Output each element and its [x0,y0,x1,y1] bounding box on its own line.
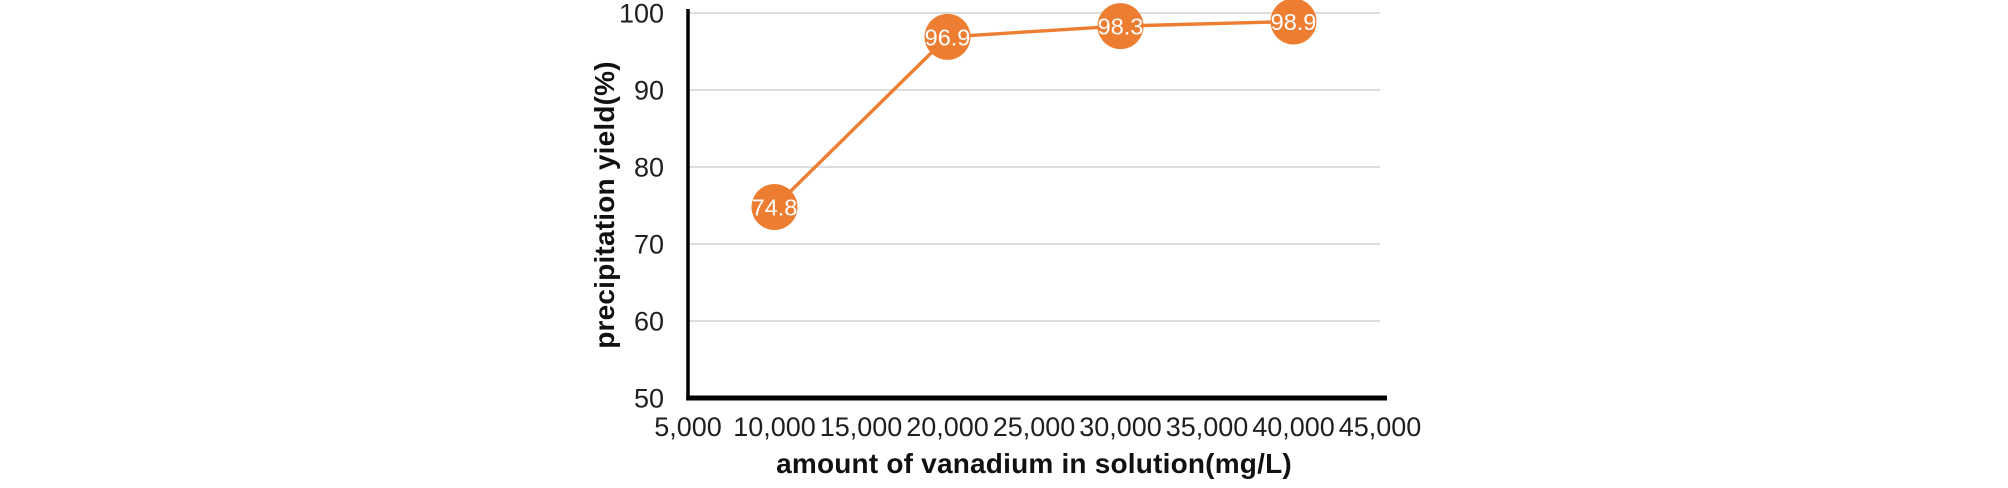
data-point-marker [751,184,798,231]
x-tick-label: 40,000 [1252,412,1335,442]
x-tick-label: 10,000 [733,412,816,442]
x-tick-label: 30,000 [1079,412,1162,442]
x-tick-label: 20,000 [906,412,989,442]
data-point-label: 98.3 [1098,14,1144,40]
y-tick-label: 100 [619,0,664,29]
y-tick-label: 50 [634,384,664,414]
data-point-marker [1097,3,1144,50]
data-point-label: 74.8 [752,195,798,221]
y-tick-label: 80 [634,153,664,183]
y-axis-title: precipitation yield(%) [589,61,620,349]
y-tick-label: 70 [634,230,664,260]
x-tick-label: 35,000 [1166,412,1249,442]
series-line [773,19,1294,209]
y-tick-label: 60 [634,307,664,337]
x-tick-label: 5,000 [654,412,722,442]
y-tick-label: 90 [634,76,664,106]
x-tick-label: 25,000 [993,412,1076,442]
data-point-label: 98.9 [1271,9,1317,35]
x-axis-title: amount of vanadium in solution(mg/L) [776,448,1292,479]
x-tick-label: 15,000 [820,412,903,442]
data-point-marker [924,13,971,60]
data-point-marker [1270,0,1317,45]
x-tick-label: 45,000 [1339,412,1422,442]
data-point-label: 96.9 [925,24,971,50]
